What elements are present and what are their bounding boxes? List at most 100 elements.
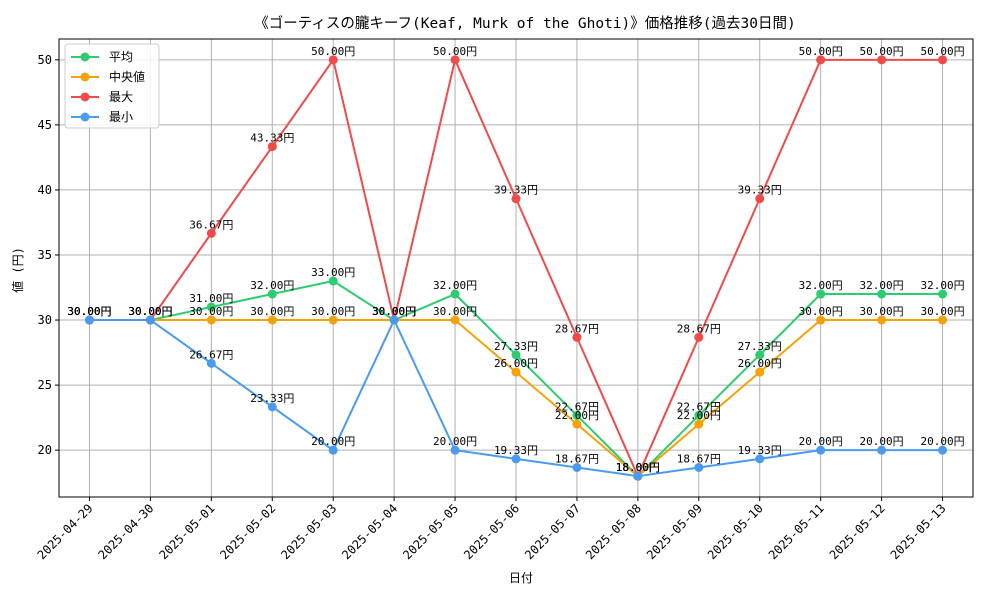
y-axis-title: 値 (円) xyxy=(10,247,25,293)
data-point xyxy=(938,55,948,65)
series-layer xyxy=(84,55,948,481)
data-label: 20.00円 xyxy=(311,435,355,448)
legend-label: 中央値 xyxy=(109,69,145,84)
data-label: 20.00円 xyxy=(433,435,477,448)
data-label: 22.67円 xyxy=(555,400,599,413)
data-point xyxy=(877,55,887,65)
data-point xyxy=(877,315,887,325)
data-point xyxy=(572,410,582,420)
data-label: 27.33円 xyxy=(494,340,538,353)
y-axis-ticks: 20 25 30 35 40 45 50 xyxy=(38,53,59,457)
x-axis-title: 日付 xyxy=(509,571,533,585)
data-point xyxy=(694,410,704,420)
data-label: 30.00円 xyxy=(799,305,843,318)
data-label: 43.33円 xyxy=(250,132,294,145)
data-label: 32.00円 xyxy=(860,279,904,292)
legend-marker xyxy=(80,52,90,62)
data-label: 30.00円 xyxy=(189,305,233,318)
data-label: 30.00円 xyxy=(67,305,111,318)
y-tick-label: 25 xyxy=(38,378,52,392)
data-label: 30.00円 xyxy=(920,305,964,318)
data-point xyxy=(206,228,216,238)
data-point xyxy=(938,289,948,299)
data-label: 50.00円 xyxy=(860,45,904,58)
data-point xyxy=(84,315,94,325)
data-label: 26.00円 xyxy=(494,357,538,370)
legend-item: 平均 xyxy=(71,50,133,64)
data-point xyxy=(572,462,582,472)
data-label: 30.00円 xyxy=(128,305,172,318)
data-label: 26.00円 xyxy=(738,357,782,370)
legend-item: 最小 xyxy=(71,110,133,124)
legend-label: 最小 xyxy=(109,110,133,124)
data-label: 30.00円 xyxy=(250,305,294,318)
y-tick-label: 30 xyxy=(38,313,52,327)
data-label: 30.00円 xyxy=(128,305,172,318)
series-最小 xyxy=(84,315,948,481)
data-label: 23.33円 xyxy=(250,392,294,405)
data-point xyxy=(572,419,582,429)
data-point xyxy=(206,302,216,312)
data-labels: 30.00円 30.00円31.00円32.00円33.00円30.00円32.0… xyxy=(67,45,964,474)
data-point xyxy=(938,445,948,455)
y-tick-label: 45 xyxy=(38,118,52,132)
data-point xyxy=(206,358,216,368)
data-label: 18.00円 xyxy=(616,461,660,474)
legend-marker xyxy=(80,72,90,82)
data-point xyxy=(267,142,277,152)
data-label: 30.00円 xyxy=(67,305,111,318)
data-point xyxy=(694,419,704,429)
data-point xyxy=(572,332,582,342)
data-label: 18.00円 xyxy=(616,461,660,474)
data-point xyxy=(755,194,765,204)
data-label: 22.00円 xyxy=(555,409,599,422)
data-point xyxy=(694,462,704,472)
data-label: 19.33円 xyxy=(738,444,782,457)
data-point xyxy=(816,289,826,299)
data-point xyxy=(450,55,460,65)
data-point xyxy=(877,289,887,299)
data-point xyxy=(267,289,277,299)
data-label: 36.67円 xyxy=(189,218,233,231)
data-point xyxy=(755,367,765,377)
y-tick-label: 20 xyxy=(38,443,52,457)
data-label: 30.00円 xyxy=(372,305,416,318)
data-label: 33.00円 xyxy=(311,266,355,279)
data-point xyxy=(206,315,216,325)
legend-item: 中央値 xyxy=(71,69,145,84)
data-label: 32.00円 xyxy=(799,279,843,292)
data-point xyxy=(145,315,155,325)
data-point xyxy=(938,315,948,325)
data-label: 30.00円 xyxy=(311,305,355,318)
data-label: 18.00円 xyxy=(616,461,660,474)
data-point xyxy=(755,454,765,464)
data-label: 30.00円 xyxy=(128,305,172,318)
data-point xyxy=(816,445,826,455)
data-point xyxy=(267,402,277,412)
data-label: 22.67円 xyxy=(677,400,721,413)
legend-item: 最大 xyxy=(71,90,133,104)
data-label: 28.67円 xyxy=(677,322,721,335)
data-point xyxy=(328,315,338,325)
data-point xyxy=(816,55,826,65)
data-label: 30.00円 xyxy=(372,305,416,318)
data-point xyxy=(511,194,521,204)
legend-marker xyxy=(80,92,90,102)
data-point xyxy=(511,350,521,360)
data-label: 39.33円 xyxy=(494,184,538,197)
data-point xyxy=(694,332,704,342)
data-label: 26.67円 xyxy=(189,348,233,361)
data-point xyxy=(511,367,521,377)
data-label: 30.00円 xyxy=(372,305,416,318)
legend-label: 最大 xyxy=(109,90,133,104)
data-point xyxy=(816,315,826,325)
data-label: 32.00円 xyxy=(920,279,964,292)
data-point xyxy=(328,445,338,455)
data-label: 30.00円 xyxy=(128,305,172,318)
data-point xyxy=(633,471,643,481)
data-point xyxy=(755,350,765,360)
data-label: 39.33円 xyxy=(738,184,782,197)
